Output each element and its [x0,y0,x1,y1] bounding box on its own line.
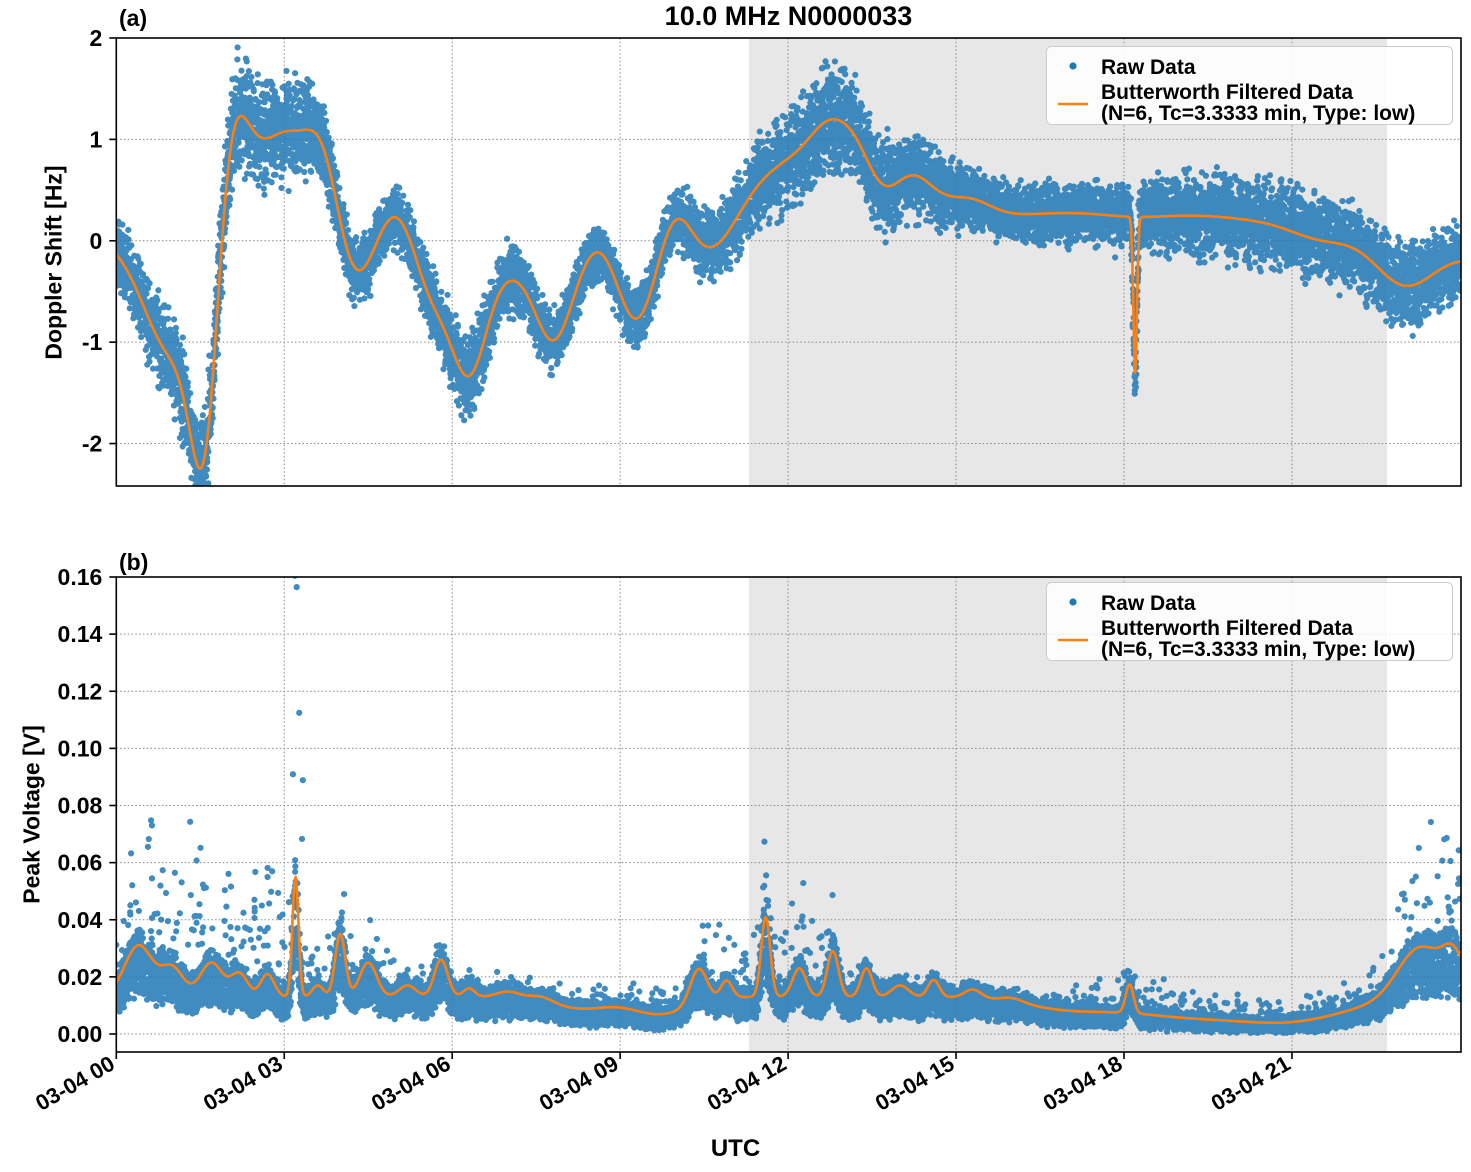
svg-text:0.10: 0.10 [58,735,103,761]
svg-text:0.12: 0.12 [58,678,103,704]
svg-text:0.16: 0.16 [58,564,103,590]
svg-text:03-04 06: 03-04 06 [367,1051,455,1116]
svg-text:0.02: 0.02 [58,964,103,990]
svg-text:03-04 00: 03-04 00 [31,1051,119,1116]
svg-text:03-04 09: 03-04 09 [535,1051,623,1116]
svg-text:-1: -1 [82,329,103,355]
svg-text:0.00: 0.00 [58,1021,103,1047]
svg-text:Raw Data: Raw Data [1101,56,1196,79]
svg-text:-2: -2 [82,431,102,457]
svg-text:0.04: 0.04 [58,907,103,933]
svg-text:Butterworth Filtered Data: Butterworth Filtered Data [1101,81,1353,104]
svg-text:1: 1 [90,126,103,152]
svg-text:(N=6, Tc=3.3333 min, Type: low: (N=6, Tc=3.3333 min, Type: low) [1101,638,1415,661]
svg-text:03-04 21: 03-04 21 [1207,1051,1295,1116]
svg-text:03-04 12: 03-04 12 [703,1051,791,1116]
svg-text:0.14: 0.14 [58,621,103,647]
svg-text:0: 0 [90,228,103,254]
svg-text:Butterworth Filtered Data: Butterworth Filtered Data [1101,617,1353,640]
svg-text:2: 2 [90,25,103,51]
svg-text:03-04 03: 03-04 03 [199,1051,287,1116]
svg-text:03-04 18: 03-04 18 [1039,1051,1127,1116]
svg-text:0.06: 0.06 [58,850,103,876]
svg-text:03-04 15: 03-04 15 [871,1051,959,1116]
svg-text:(N=6, Tc=3.3333 min, Type: low: (N=6, Tc=3.3333 min, Type: low) [1101,102,1415,125]
svg-text:Raw Data: Raw Data [1101,592,1196,615]
svg-text:0.08: 0.08 [58,793,103,819]
